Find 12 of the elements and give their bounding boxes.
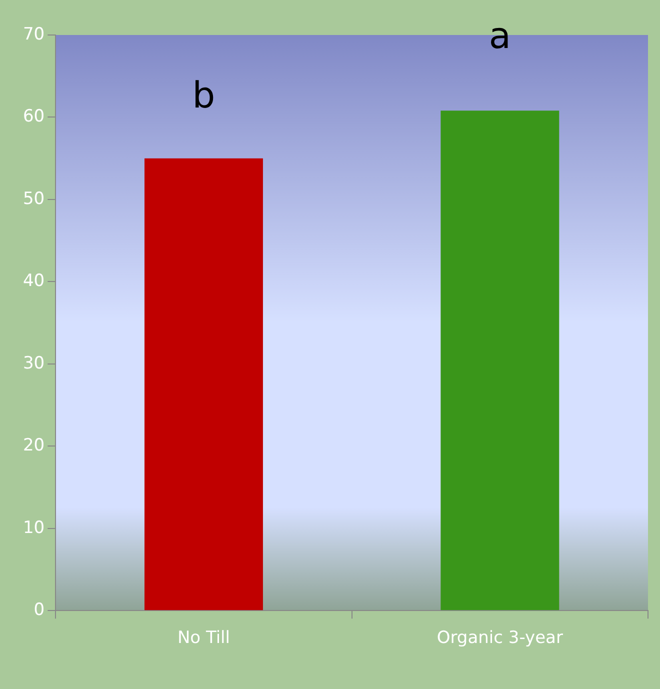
- y-tick-label: 70: [22, 24, 45, 44]
- x-tick-label: No Till: [177, 628, 230, 648]
- y-tick-label: 50: [22, 188, 45, 209]
- y-tick-label: 30: [22, 353, 45, 374]
- y-tick-label: 60: [22, 106, 45, 127]
- y-tick-label: 10: [22, 518, 45, 538]
- y-tick-label: 40: [22, 271, 45, 292]
- y-tick-label: 20: [22, 436, 45, 456]
- annotation: b: [192, 76, 216, 117]
- y-tick-label: 0: [34, 600, 45, 620]
- annotation: a: [488, 16, 511, 58]
- x-tick-label: Organic 3-year: [436, 628, 563, 648]
